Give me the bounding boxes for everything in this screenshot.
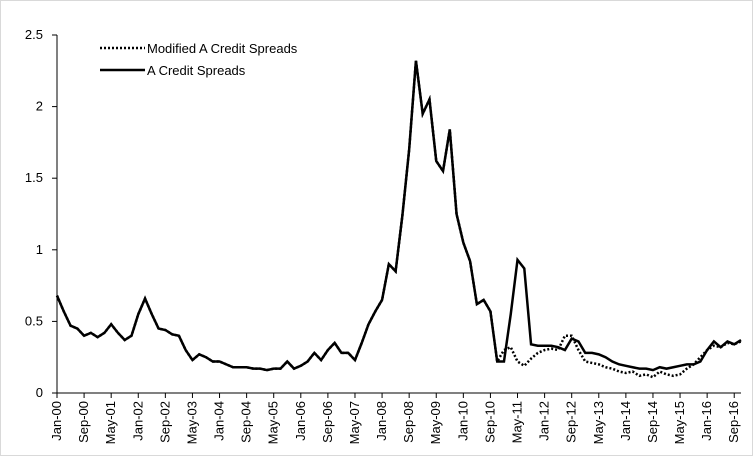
y-tick-label: 0 xyxy=(36,385,43,400)
x-tick-label: May-11 xyxy=(510,401,525,443)
y-tick-label: 2 xyxy=(36,99,43,114)
y-tick-label: 2.5 xyxy=(25,27,43,42)
x-tick-label: Jan-12 xyxy=(537,401,552,441)
y-tick-label: 1 xyxy=(36,242,43,257)
x-tick-label: Jan-10 xyxy=(455,401,470,441)
y-tick-label: 1.5 xyxy=(25,170,43,185)
legend-label: A Credit Spreads xyxy=(147,63,246,78)
x-tick-label: May-01 xyxy=(103,401,118,444)
x-tick-label: Sep-12 xyxy=(564,401,579,443)
x-tick-label: Sep-00 xyxy=(76,401,91,443)
x-tick-label: Sep-06 xyxy=(320,401,335,443)
x-tick-label: Sep-14 xyxy=(645,401,660,443)
x-tick-label: Sep-16 xyxy=(726,401,741,443)
x-tick-label: May-09 xyxy=(428,401,443,444)
line-series xyxy=(55,60,742,379)
x-tick-label: May-05 xyxy=(266,401,281,444)
x-tick-label: Sep-08 xyxy=(401,401,416,443)
x-tick-label: May-15 xyxy=(672,401,687,444)
x-tick-label: Jan-00 xyxy=(49,401,64,441)
x-tick-label: Sep-10 xyxy=(482,401,497,443)
y-tick-label: 0.5 xyxy=(25,313,43,328)
x-tick-label: Jan-16 xyxy=(699,401,714,441)
x-tick-label: May-03 xyxy=(184,401,199,444)
x-tick-label: Jan-04 xyxy=(212,401,227,441)
x-tick-label: Jan-08 xyxy=(374,401,389,441)
legend-label: Modified A Credit Spreads xyxy=(147,41,298,56)
x-tick-label: Sep-02 xyxy=(157,401,172,443)
x-tick-label: Jan-06 xyxy=(293,401,308,441)
x-tick-label: Jan-02 xyxy=(130,401,145,441)
x-tick-label: May-07 xyxy=(347,401,362,444)
x-tick-label: Jan-14 xyxy=(618,401,633,441)
x-tick-label: May-13 xyxy=(591,401,606,444)
x-tick-label: Sep-04 xyxy=(239,401,254,443)
